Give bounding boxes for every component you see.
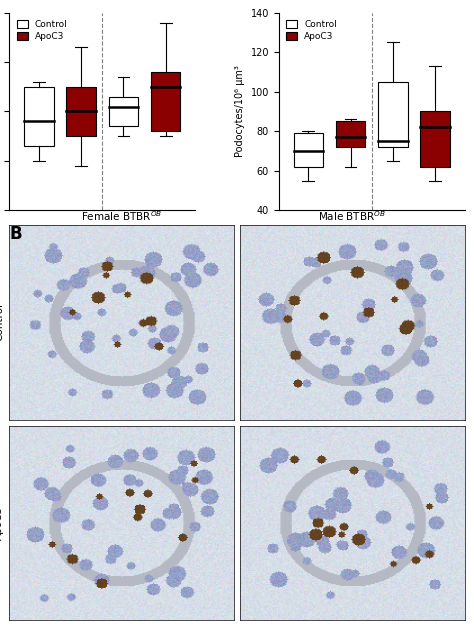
Legend: Control, ApoC3: Control, ApoC3	[14, 17, 70, 44]
Y-axis label: ApoC3: ApoC3	[0, 506, 4, 540]
Text: B: B	[9, 225, 22, 242]
Bar	[151, 72, 181, 131]
Text: Female BTBR$^{OB}$: Female BTBR$^{OB}$	[25, 234, 96, 246]
Bar	[109, 97, 138, 127]
Y-axis label: Podocytes/10⁶ μm³: Podocytes/10⁶ μm³	[235, 66, 245, 158]
Bar	[336, 122, 365, 147]
Bar	[24, 87, 54, 146]
Bar	[378, 82, 408, 147]
Title: Female BTBR$^{OB}$: Female BTBR$^{OB}$	[81, 209, 162, 223]
Bar	[293, 133, 323, 167]
Legend: Control, ApoC3: Control, ApoC3	[283, 17, 339, 44]
Text: Male BTBR$^{OB}$: Male BTBR$^{OB}$	[384, 234, 444, 246]
Text: Female BTBR$^{OB}$: Female BTBR$^{OB}$	[294, 234, 365, 246]
Bar	[420, 111, 450, 167]
Y-axis label: Control: Control	[0, 303, 4, 341]
Title: Male BTBR$^{OB}$: Male BTBR$^{OB}$	[319, 209, 386, 223]
Text: Male BTBR$^{OB}$: Male BTBR$^{OB}$	[115, 234, 174, 246]
Bar	[66, 87, 96, 136]
